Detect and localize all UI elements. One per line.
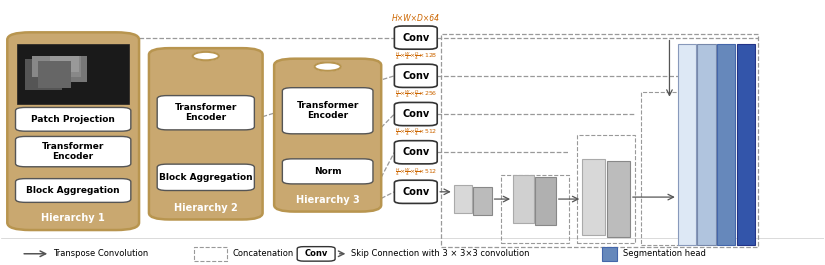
Bar [502,175,569,243]
FancyBboxPatch shape [149,48,262,219]
Text: Transpose Convolution: Transpose Convolution [53,249,148,258]
FancyBboxPatch shape [394,141,437,164]
Text: Norm: Norm [314,167,342,176]
Text: Segmentation head: Segmentation head [623,249,705,258]
Text: Hierarchy 1: Hierarchy 1 [41,213,105,223]
Circle shape [192,52,219,60]
Bar [578,135,635,243]
FancyBboxPatch shape [16,107,131,131]
Bar [38,61,71,88]
Bar [441,34,758,247]
Bar [50,56,79,72]
Bar [535,176,556,225]
Bar [737,44,755,245]
Bar [582,159,606,235]
Bar [17,44,130,104]
FancyBboxPatch shape [274,59,381,211]
Text: Conv: Conv [402,147,430,157]
Bar [474,187,492,215]
Text: Patch Projection: Patch Projection [31,115,116,124]
Text: Block Aggregation: Block Aggregation [159,173,252,182]
Text: Conv: Conv [304,249,328,258]
Bar [717,44,735,245]
Text: Conv: Conv [402,71,430,81]
Bar [677,44,695,245]
Text: Transformer
Encoder: Transformer Encoder [42,142,104,161]
Text: Skip Connection with 3 × 3×3 convolution: Skip Connection with 3 × 3×3 convolution [351,249,529,258]
FancyBboxPatch shape [394,64,437,87]
FancyBboxPatch shape [394,26,437,49]
Text: $\frac{H}{4}$$\times$$\frac{W}{4}$$\times$$\frac{D}{4}$$\times$512: $\frac{H}{4}$$\times$$\frac{W}{4}$$\time… [394,166,437,178]
Text: $\frac{H}{4}$$\times$$\frac{W}{4}$$\times$$\frac{D}{4}$$\times$128: $\frac{H}{4}$$\times$$\frac{W}{4}$$\time… [394,50,437,61]
FancyBboxPatch shape [297,247,335,261]
Bar [454,185,472,213]
Bar [32,56,82,77]
Text: Conv: Conv [402,109,430,119]
Bar [697,44,715,245]
Text: Concatenation: Concatenation [233,249,295,258]
Text: Conv: Conv [402,33,430,43]
FancyBboxPatch shape [394,180,437,204]
FancyBboxPatch shape [282,159,373,184]
Text: Block Aggregation: Block Aggregation [26,186,120,195]
Text: H×W×D×64: H×W×D×64 [392,14,440,23]
FancyBboxPatch shape [282,88,373,134]
Text: Conv: Conv [402,187,430,197]
Circle shape [314,62,341,71]
Bar [602,247,617,261]
FancyBboxPatch shape [394,103,437,126]
FancyBboxPatch shape [16,179,131,202]
Text: Transformer
Encoder: Transformer Encoder [175,103,237,122]
Text: $\frac{H}{4}$$\times$$\frac{W}{4}$$\times$$\frac{D}{4}$$\times$256: $\frac{H}{4}$$\times$$\frac{W}{4}$$\time… [394,88,437,100]
Text: $\frac{H}{4}$$\times$$\frac{W}{4}$$\times$$\frac{D}{4}$$\times$512: $\frac{H}{4}$$\times$$\frac{W}{4}$$\time… [394,126,437,138]
FancyBboxPatch shape [16,136,131,167]
Text: Hierarchy 2: Hierarchy 2 [174,203,238,213]
FancyBboxPatch shape [158,96,254,130]
FancyBboxPatch shape [158,164,254,191]
Text: Hierarchy 3: Hierarchy 3 [296,195,360,205]
Bar [26,59,63,90]
FancyBboxPatch shape [7,32,139,230]
Bar [42,56,87,82]
Bar [607,161,630,237]
Text: Transformer
Encoder: Transformer Encoder [296,101,359,121]
Bar [513,175,534,223]
Bar [194,247,227,261]
Bar [642,92,691,245]
